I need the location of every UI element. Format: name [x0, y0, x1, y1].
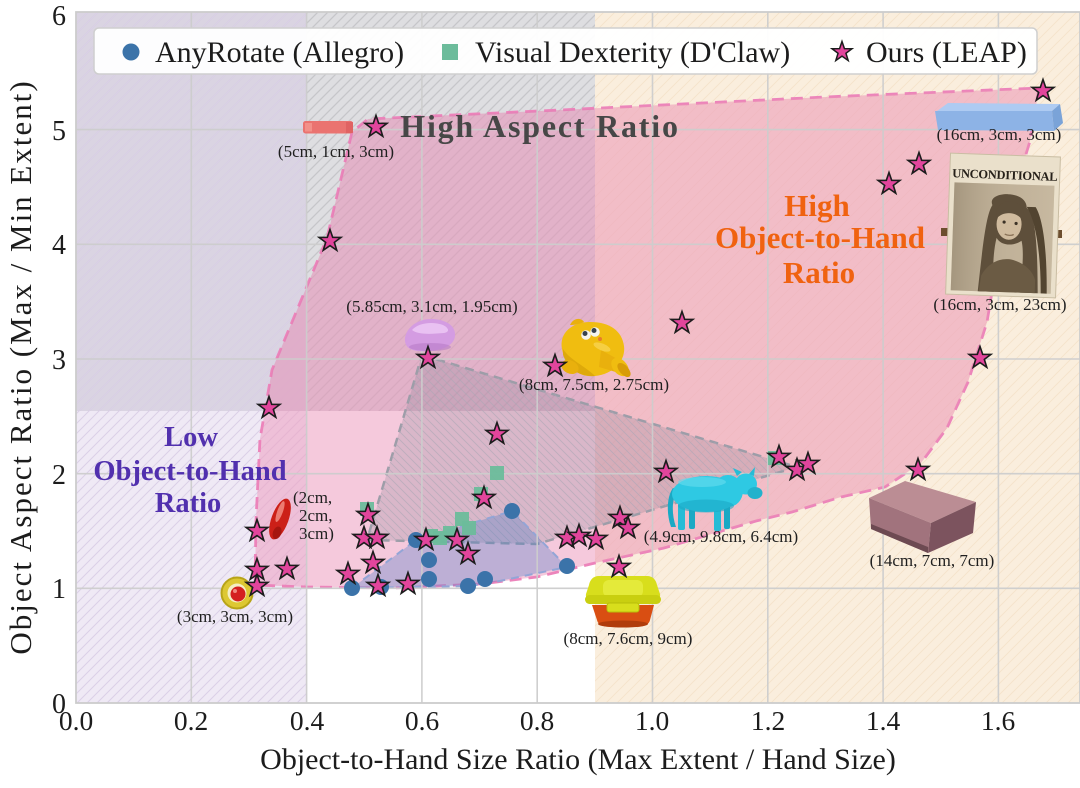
svg-text:3cm): 3cm) — [299, 524, 334, 543]
svg-text:Visual Dexterity (D'Claw): Visual Dexterity (D'Claw) — [475, 36, 790, 69]
svg-text:5: 5 — [52, 116, 66, 147]
svg-text:(3cm, 3cm, 3cm): (3cm, 3cm, 3cm) — [177, 607, 293, 626]
svg-text:(2cm,: (2cm, — [293, 488, 332, 507]
svg-text:High Aspect Ratio: High Aspect Ratio — [400, 108, 680, 144]
svg-text:1.4: 1.4 — [866, 705, 901, 736]
svg-text:2cm,: 2cm, — [299, 506, 333, 525]
svg-text:High: High — [784, 188, 849, 223]
svg-text:Ours (LEAP): Ours (LEAP) — [866, 36, 1027, 69]
svg-text:Object-to-Hand: Object-to-Hand — [93, 456, 286, 487]
svg-text:Ratio: Ratio — [155, 488, 222, 519]
svg-text:6: 6 — [52, 1, 66, 32]
svg-text:2: 2 — [52, 460, 66, 491]
svg-text:(8cm, 7.6cm, 9cm): (8cm, 7.6cm, 9cm) — [564, 629, 693, 648]
svg-text:1.6: 1.6 — [981, 705, 1015, 736]
svg-text:(5cm, 1cm, 3cm): (5cm, 1cm, 3cm) — [278, 142, 394, 161]
svg-text:Low: Low — [164, 422, 218, 453]
svg-text:0.2: 0.2 — [174, 705, 208, 736]
svg-text:1.2: 1.2 — [751, 705, 785, 736]
svg-text:3: 3 — [52, 345, 66, 376]
svg-text:Object-to-Hand: Object-to-Hand — [715, 220, 925, 255]
svg-text:4: 4 — [52, 230, 66, 261]
svg-text:AnyRotate (Allegro): AnyRotate (Allegro) — [155, 36, 404, 69]
svg-text:Ratio: Ratio — [783, 255, 855, 290]
svg-text:(8cm, 7.5cm, 2.75cm): (8cm, 7.5cm, 2.75cm) — [519, 375, 669, 394]
svg-text:0.6: 0.6 — [405, 705, 439, 736]
svg-text:(16cm, 3cm, 3cm): (16cm, 3cm, 3cm) — [937, 125, 1062, 144]
svg-text:1.0: 1.0 — [635, 705, 669, 736]
svg-text:UNCONDITIONAL: UNCONDITIONAL — [952, 166, 1058, 184]
svg-text:Object-to-Hand Size Ratio (Max: Object-to-Hand Size Ratio (Max Extent / … — [260, 743, 896, 776]
svg-text:0: 0 — [52, 689, 66, 720]
svg-text:0.4: 0.4 — [290, 705, 325, 736]
svg-text:0.8: 0.8 — [520, 705, 554, 736]
svg-text:(5.85cm, 3.1cm, 1.95cm): (5.85cm, 3.1cm, 1.95cm) — [346, 297, 517, 316]
svg-text:(16cm, 3cm, 23cm): (16cm, 3cm, 23cm) — [933, 295, 1066, 314]
svg-text:Object Aspect Ratio (Max / Min: Object Aspect Ratio (Max / Min Extent) — [3, 79, 38, 654]
svg-text:(4.9cm, 9.8cm, 6.4cm): (4.9cm, 9.8cm, 6.4cm) — [644, 527, 798, 546]
svg-text:0.0: 0.0 — [59, 705, 93, 736]
svg-text:1: 1 — [52, 574, 66, 605]
svg-text:(14cm, 7cm, 7cm): (14cm, 7cm, 7cm) — [870, 551, 995, 570]
